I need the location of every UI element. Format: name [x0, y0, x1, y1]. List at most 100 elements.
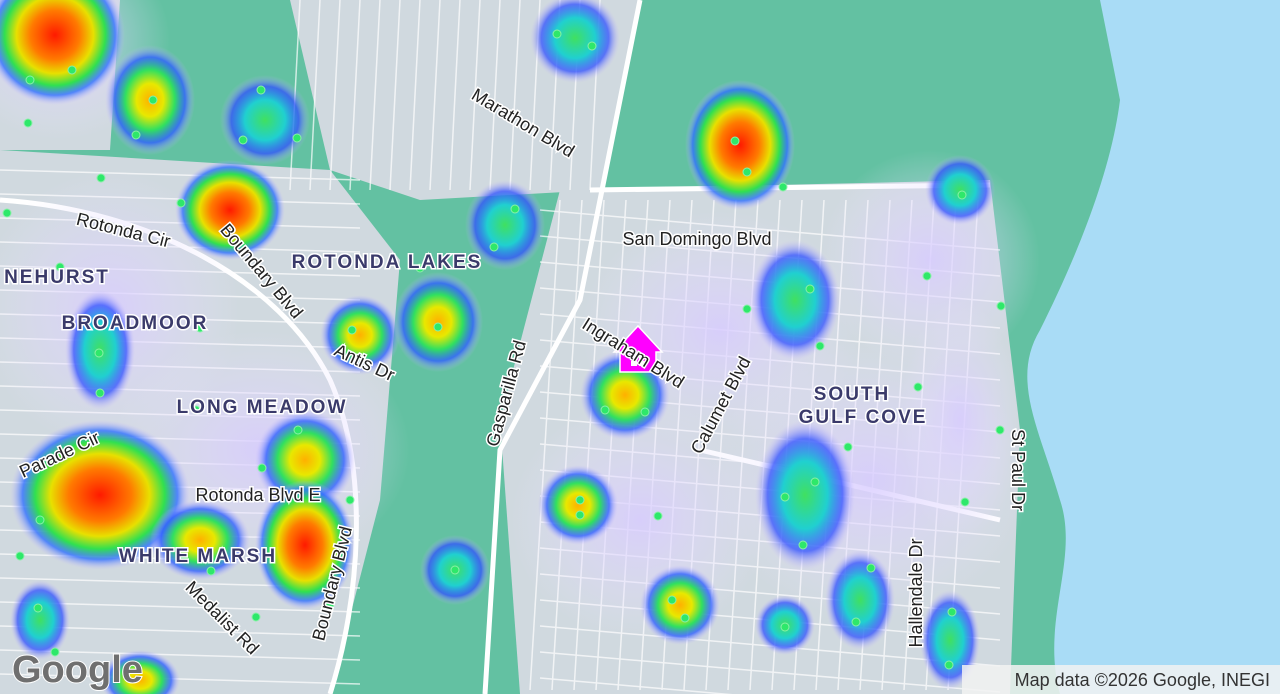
- heat-point: [433, 322, 443, 332]
- heat-point: [251, 612, 261, 622]
- heat-point: [587, 41, 597, 51]
- heat-point: [415, 263, 425, 273]
- heat-blob: [150, 500, 250, 580]
- heat-point: [25, 75, 35, 85]
- heat-point: [94, 348, 104, 358]
- street: [349, 0, 361, 191]
- heat-point: [922, 271, 932, 281]
- heat-point: [805, 284, 815, 294]
- heat-point: [450, 565, 460, 575]
- heat-point: [843, 442, 853, 452]
- heatmap: [0, 0, 1040, 694]
- heat-point: [778, 182, 788, 192]
- heat-point: [667, 595, 677, 605]
- heat-point: [345, 495, 355, 505]
- heat-point: [960, 497, 970, 507]
- heat-point: [292, 133, 302, 143]
- heat-point: [293, 425, 303, 435]
- heat-blob: [530, 0, 620, 83]
- heat-point: [257, 463, 267, 473]
- google-logo[interactable]: Google: [11, 648, 144, 692]
- street: [0, 649, 361, 661]
- street: [309, 0, 321, 191]
- heat-blob: [685, 80, 795, 210]
- heat-point: [256, 85, 266, 95]
- heat-point: [552, 29, 562, 39]
- area-label: WHITE MARSH: [119, 546, 277, 567]
- heat-point: [957, 190, 967, 200]
- area-label: LONG MEADOW: [177, 397, 348, 418]
- area-label: BROADMOOR: [62, 313, 209, 334]
- area-label: ROTONDA LAKES: [292, 252, 483, 273]
- heat-point: [815, 341, 825, 351]
- heat-point: [780, 622, 790, 632]
- heat-point: [866, 563, 876, 573]
- heat-point: [50, 647, 60, 657]
- heat-point: [95, 388, 105, 398]
- heat-blob: [10, 580, 70, 660]
- heat-point: [35, 515, 45, 525]
- heat-point: [2, 208, 12, 218]
- street: [509, 0, 521, 191]
- area-label: SOUTH: [814, 384, 891, 405]
- heat-point: [176, 198, 186, 208]
- heat-point: [206, 566, 216, 576]
- street: [449, 0, 461, 191]
- heat-point: [680, 613, 690, 623]
- street-label: San Domingo Blvd: [622, 229, 771, 249]
- attribution[interactable]: Map data ©2026 Google, INEGI: [1015, 670, 1270, 690]
- heat-blob: [255, 480, 355, 610]
- heat-point: [33, 603, 43, 613]
- heat-point: [600, 405, 610, 415]
- street: [489, 0, 501, 191]
- heat-point: [191, 405, 201, 415]
- heat-points: [2, 29, 1006, 670]
- heat-point: [944, 660, 954, 670]
- heat-point: [742, 167, 752, 177]
- heat-blob: [255, 410, 355, 510]
- street: [0, 169, 361, 181]
- heat-point: [238, 135, 248, 145]
- heat-blob: [925, 155, 995, 225]
- heat-point: [810, 477, 820, 487]
- home-marker: [612, 324, 664, 373]
- heat-point: [947, 607, 957, 617]
- street: [539, 677, 733, 694]
- heat-blob: [825, 550, 895, 650]
- heat-point: [15, 551, 25, 561]
- heat-point: [23, 118, 33, 128]
- street: [539, 651, 1001, 693]
- heat-blob: [320, 295, 400, 375]
- heat-point: [995, 425, 1005, 435]
- heat-blob: [175, 160, 285, 260]
- street: [369, 0, 381, 191]
- heat-point: [730, 136, 740, 146]
- street: [389, 0, 401, 191]
- heat-point: [742, 304, 752, 314]
- heat-point: [575, 495, 585, 505]
- heat-point: [325, 600, 335, 610]
- water: [1027, 0, 1280, 694]
- heat-blob: [10, 420, 190, 570]
- heat-point: [510, 204, 520, 214]
- heat-point: [913, 382, 923, 392]
- heat-blob: [755, 420, 855, 570]
- heat-blob: [538, 465, 618, 545]
- street: [469, 0, 481, 191]
- heat-blob: [750, 240, 840, 360]
- heat-point: [55, 262, 65, 272]
- street: [409, 0, 421, 191]
- heat-point: [131, 130, 141, 140]
- street-label: Hallendale Dr: [906, 538, 926, 647]
- heat-blob: [393, 272, 483, 372]
- heat-blob: [100, 650, 180, 694]
- heat-point: [347, 325, 357, 335]
- heat-point: [67, 65, 77, 75]
- area-label: GULF COVE: [799, 407, 928, 428]
- heat-blob: [640, 565, 720, 645]
- heat-point: [640, 407, 650, 417]
- street-label: Rotonda Blvd E: [195, 485, 320, 505]
- heat-point: [96, 173, 106, 183]
- heat-point: [996, 301, 1006, 311]
